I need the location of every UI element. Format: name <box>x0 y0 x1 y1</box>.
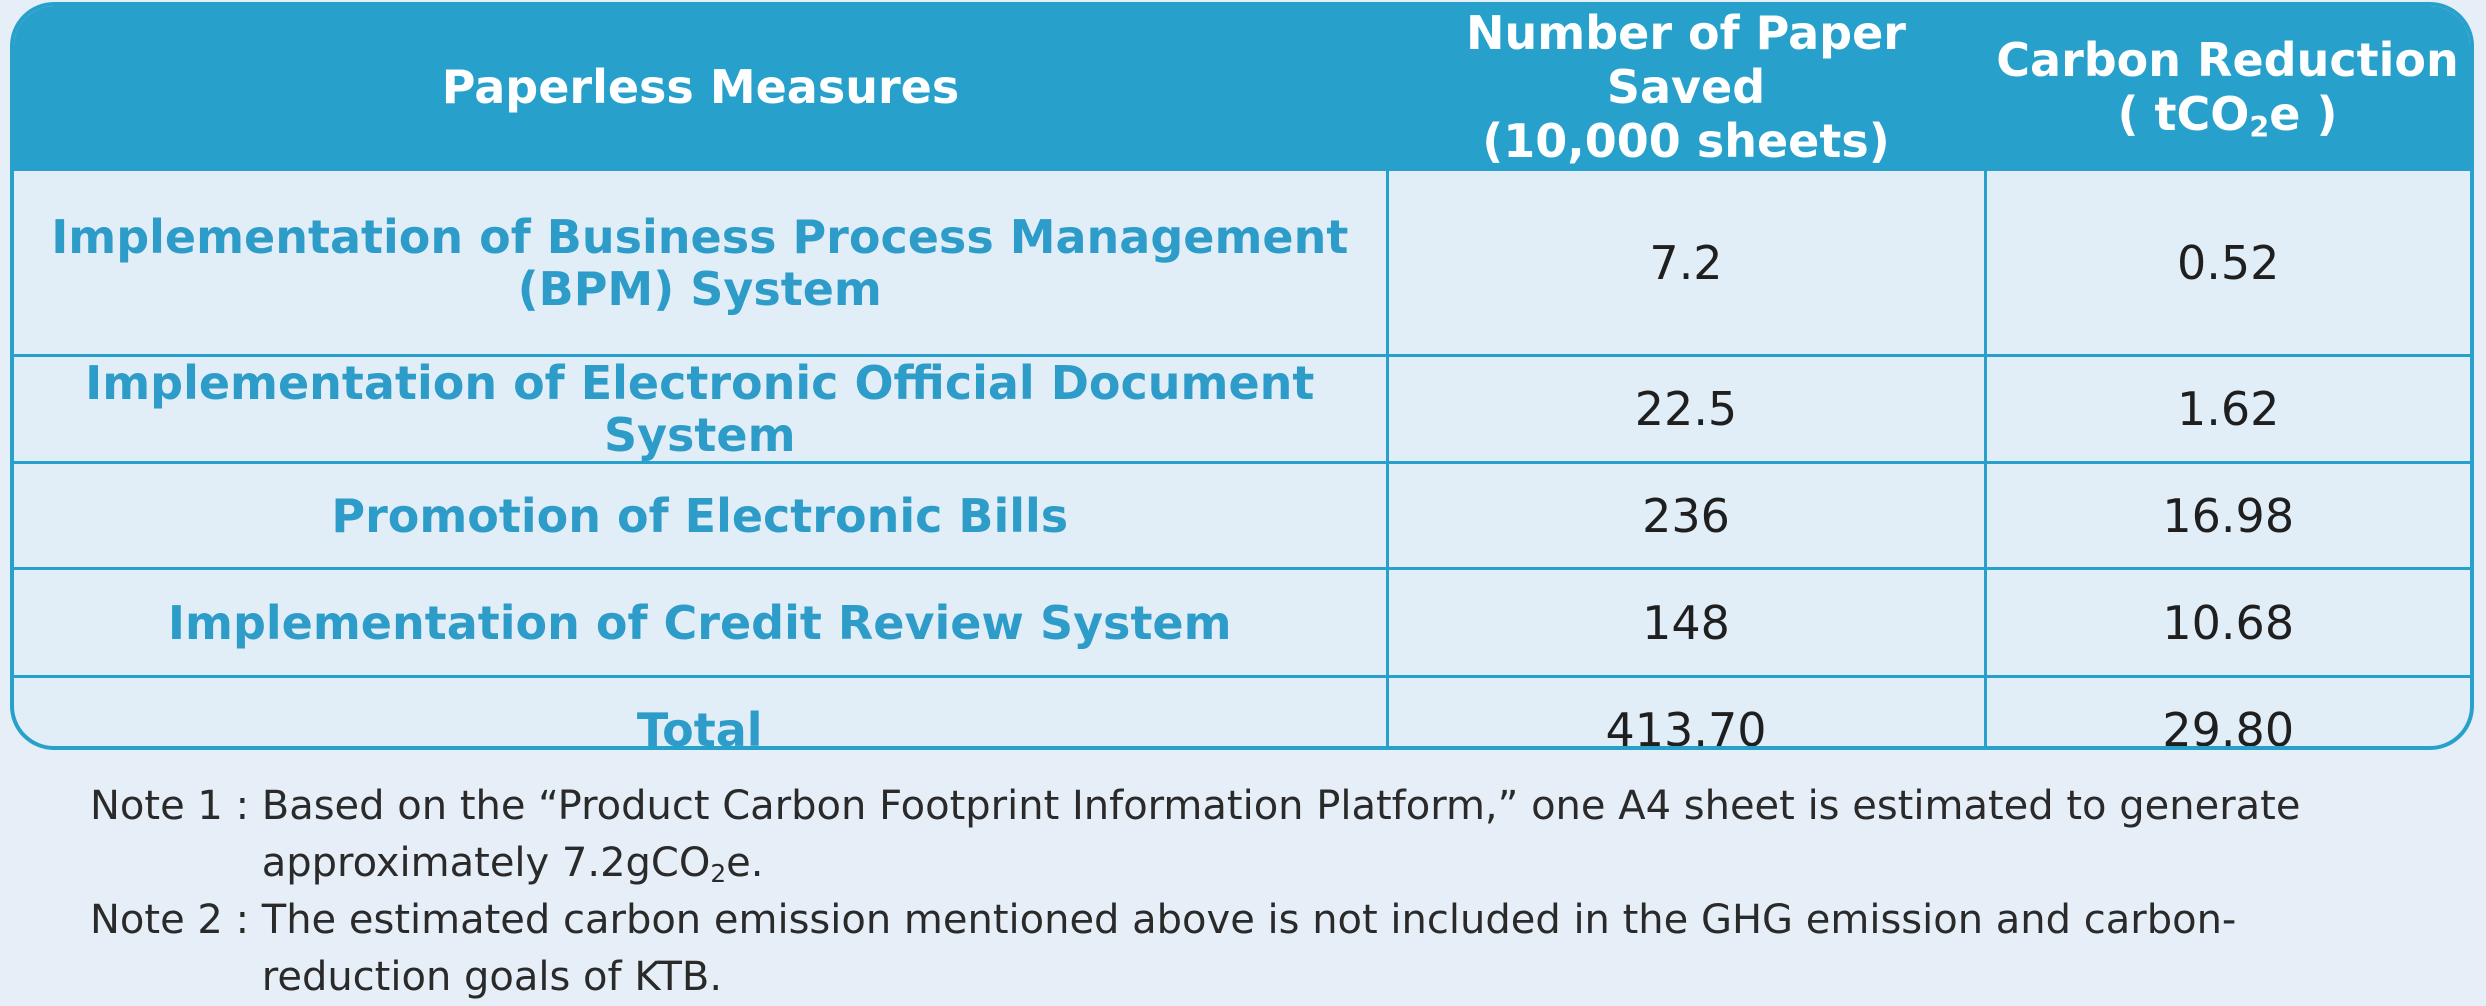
total-row: Total 413.70 29.80 <box>14 675 2470 746</box>
header-carbon-line1: Carbon Reduction <box>1996 33 2459 87</box>
total-carbon-reduction-cell: 29.80 <box>1983 675 2470 746</box>
header-paper-saved: Number of Paper Saved (10,000 sheets) <box>1387 6 1985 170</box>
carbon-reduction-cell: 1.62 <box>1983 354 2470 463</box>
measure-cell: Implementation of Credit Review System <box>14 567 1387 677</box>
table-body: Implementation of Business Process Manag… <box>14 168 2470 746</box>
paper-saved-cell: 236 <box>1385 461 1985 569</box>
note-2-label: Note 2 : <box>90 897 262 943</box>
note-1-text-sub: 2 <box>710 859 727 889</box>
table-row: Implementation of Business Process Manag… <box>14 168 2470 356</box>
header-measures-label: Paperless Measures <box>441 60 960 114</box>
table-row: Implementation of Credit Review System 1… <box>14 567 2470 677</box>
paper-saved-cell: 148 <box>1385 567 1985 677</box>
total-label-cell: Total <box>14 675 1387 746</box>
note-1-text: Based on the “Product Carbon Footprint I… <box>262 778 2420 892</box>
table-header: Paperless Measures Number of Paper Saved… <box>14 6 2470 170</box>
note-1: Note 1 : Based on the “Product Carbon Fo… <box>90 778 2420 892</box>
header-carbon-post: e ) <box>2269 87 2338 141</box>
measure-cell: Promotion of Electronic Bills <box>14 461 1387 569</box>
paper-saved-cell: 7.2 <box>1385 168 1985 356</box>
paper-saved-cell: 22.5 <box>1385 354 1985 463</box>
header-measures: Paperless Measures <box>14 6 1387 170</box>
table-row: Implementation of Electronic Official Do… <box>14 354 2470 463</box>
measure-cell: Implementation of Electronic Official Do… <box>14 354 1387 463</box>
carbon-reduction-cell: 16.98 <box>1983 461 2470 569</box>
header-paper-line2: (10,000 sheets) <box>1482 114 1890 168</box>
note-2-text: The estimated carbon emission mentioned … <box>261 897 2237 1000</box>
header-carbon-reduction: Carbon Reduction ( tCO2e ) <box>1985 6 2470 170</box>
carbon-reduction-cell: 0.52 <box>1983 168 2470 356</box>
measure-cell: Implementation of Business Process Manag… <box>14 168 1387 356</box>
header-carbon-pre: ( tCO <box>2117 87 2250 141</box>
table-row: Promotion of Electronic Bills 236 16.98 <box>14 461 2470 569</box>
header-carbon-sub: 2 <box>2249 111 2270 145</box>
notes-section: Note 1 : Based on the “Product Carbon Fo… <box>90 778 2420 1006</box>
header-paper-line1: Number of Paper Saved <box>1466 6 1906 114</box>
note-1-text-end: e. <box>726 840 764 886</box>
total-paper-saved-cell: 413.70 <box>1385 675 1985 746</box>
carbon-reduction-cell: 10.68 <box>1983 567 2470 677</box>
note-1-text-main: Based on the “Product Carbon Footprint I… <box>261 783 2301 886</box>
data-table: Paperless Measures Number of Paper Saved… <box>14 6 2470 746</box>
note-2: Note 2 : The estimated carbon emission m… <box>90 892 2420 1006</box>
header-carbon-line2: ( tCO2e ) <box>1995 87 2460 145</box>
paperless-measures-table: Paperless Measures Number of Paper Saved… <box>10 2 2474 750</box>
note-1-label: Note 1 : <box>90 783 262 829</box>
header-row: Paperless Measures Number of Paper Saved… <box>14 6 2470 170</box>
